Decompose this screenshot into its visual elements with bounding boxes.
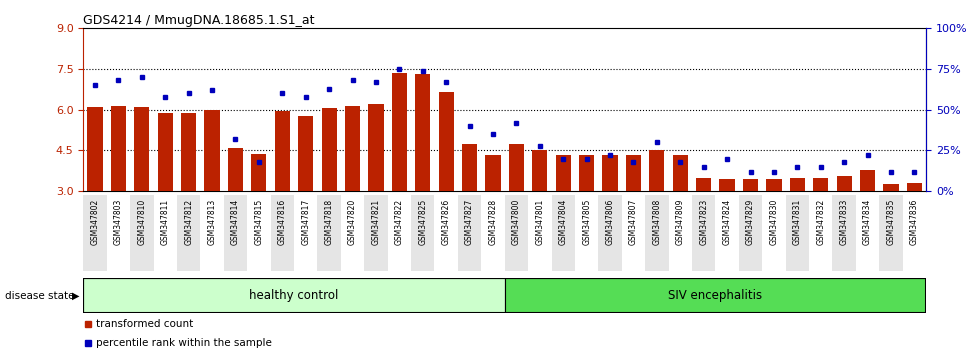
Text: GSM347823: GSM347823: [699, 199, 709, 245]
Text: GSM347813: GSM347813: [208, 199, 217, 245]
Bar: [832, 195, 856, 271]
Bar: [599, 195, 621, 271]
Bar: [860, 170, 875, 191]
Text: GSM347807: GSM347807: [629, 199, 638, 245]
Bar: [837, 176, 852, 191]
Bar: [556, 155, 570, 191]
Text: GSM347803: GSM347803: [114, 199, 122, 245]
Bar: [270, 195, 294, 271]
Bar: [532, 150, 548, 191]
Bar: [365, 195, 388, 271]
Bar: [251, 154, 267, 191]
Bar: [579, 155, 594, 191]
Text: GSM347831: GSM347831: [793, 199, 802, 245]
Bar: [321, 108, 337, 191]
Text: ▶: ▶: [72, 291, 79, 301]
Text: GSM347812: GSM347812: [184, 199, 193, 245]
Text: GSM347833: GSM347833: [840, 199, 849, 245]
Text: healthy control: healthy control: [249, 289, 339, 302]
Text: GSM347815: GSM347815: [255, 199, 264, 245]
Text: GSM347800: GSM347800: [512, 199, 521, 245]
Bar: [111, 105, 126, 191]
Bar: [505, 195, 528, 271]
Bar: [298, 116, 314, 191]
Bar: [645, 195, 668, 271]
Bar: [650, 150, 664, 191]
Bar: [462, 144, 477, 191]
Bar: [318, 195, 341, 271]
Text: GSM347818: GSM347818: [324, 199, 333, 245]
Text: GSM347802: GSM347802: [90, 199, 100, 245]
Text: GSM347828: GSM347828: [488, 199, 498, 245]
Text: GSM347806: GSM347806: [606, 199, 614, 245]
Text: percentile rank within the sample: percentile rank within the sample: [96, 338, 271, 348]
Bar: [177, 195, 200, 271]
Bar: [274, 111, 290, 191]
Text: GSM347817: GSM347817: [301, 199, 311, 245]
Bar: [181, 113, 196, 191]
Text: disease state: disease state: [5, 291, 74, 301]
Text: GSM347836: GSM347836: [909, 199, 919, 245]
Text: GSM347832: GSM347832: [816, 199, 825, 245]
Bar: [813, 178, 828, 191]
Text: GSM347829: GSM347829: [746, 199, 755, 245]
Text: GSM347808: GSM347808: [653, 199, 662, 245]
Bar: [83, 278, 505, 313]
Bar: [205, 110, 220, 191]
Bar: [786, 195, 809, 271]
Bar: [692, 195, 715, 271]
Text: GSM347825: GSM347825: [418, 199, 427, 245]
Bar: [790, 178, 805, 191]
Text: GDS4214 / MmugDNA.18685.1.S1_at: GDS4214 / MmugDNA.18685.1.S1_at: [83, 14, 315, 27]
Bar: [739, 195, 762, 271]
Bar: [416, 74, 430, 191]
Bar: [158, 113, 172, 191]
Bar: [87, 107, 103, 191]
Bar: [368, 104, 383, 191]
Bar: [626, 155, 641, 191]
Bar: [458, 195, 481, 271]
Bar: [439, 92, 454, 191]
Bar: [411, 195, 434, 271]
Text: GSM347824: GSM347824: [722, 199, 732, 245]
Bar: [696, 178, 711, 191]
Bar: [509, 144, 524, 191]
Text: GSM347804: GSM347804: [559, 199, 567, 245]
Text: GSM347827: GSM347827: [466, 199, 474, 245]
Bar: [392, 73, 407, 191]
Text: GSM347821: GSM347821: [371, 199, 380, 245]
Bar: [743, 179, 759, 191]
Bar: [134, 107, 149, 191]
Bar: [766, 179, 781, 191]
Bar: [879, 195, 903, 271]
Text: GSM347809: GSM347809: [676, 199, 685, 245]
Bar: [83, 195, 107, 271]
Text: GSM347830: GSM347830: [769, 199, 778, 245]
Bar: [906, 183, 922, 191]
Bar: [345, 105, 360, 191]
Bar: [672, 155, 688, 191]
Text: GSM347801: GSM347801: [535, 199, 544, 245]
Bar: [505, 278, 926, 313]
Text: transformed count: transformed count: [96, 319, 193, 329]
Text: GSM347822: GSM347822: [395, 199, 404, 245]
Bar: [719, 179, 735, 191]
Text: GSM347834: GSM347834: [863, 199, 872, 245]
Text: GSM347810: GSM347810: [137, 199, 146, 245]
Text: SIV encephalitis: SIV encephalitis: [668, 289, 762, 302]
Text: GSM347811: GSM347811: [161, 199, 170, 245]
Bar: [130, 195, 154, 271]
Bar: [603, 155, 617, 191]
Text: GSM347816: GSM347816: [277, 199, 287, 245]
Bar: [223, 195, 247, 271]
Bar: [883, 184, 899, 191]
Text: GSM347835: GSM347835: [887, 199, 896, 245]
Text: GSM347805: GSM347805: [582, 199, 591, 245]
Text: GSM347820: GSM347820: [348, 199, 357, 245]
Text: GSM347814: GSM347814: [231, 199, 240, 245]
Bar: [552, 195, 575, 271]
Text: GSM347826: GSM347826: [442, 199, 451, 245]
Bar: [485, 155, 501, 191]
Bar: [228, 148, 243, 191]
